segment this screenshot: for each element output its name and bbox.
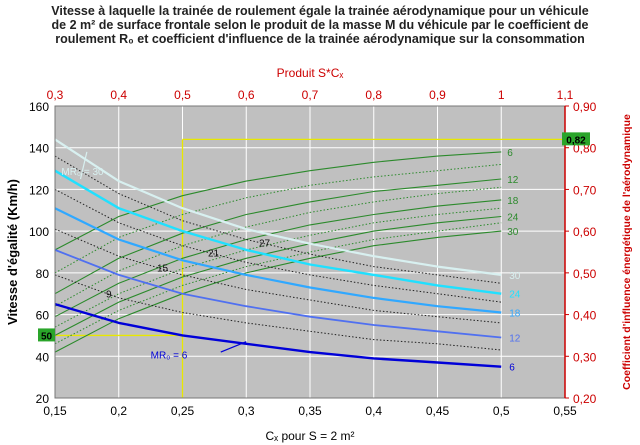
- influence-line-12: [54, 178, 502, 295]
- influence-dotted-line: [54, 186, 502, 307]
- callout-top-label: MR₀ = 30: [61, 167, 104, 178]
- top-tick-label: 0,8: [365, 88, 382, 102]
- speed-line-6: [54, 302, 502, 368]
- speed-label-12: 12: [509, 334, 521, 345]
- y-tick-label: 160: [29, 100, 49, 114]
- chart-title-line-1: Vitesse à laquelle la trainée de rouleme…: [51, 4, 589, 18]
- top-tick-label: 0,4: [110, 88, 127, 102]
- speed-label-30: 30: [509, 271, 521, 282]
- speed-label-24: 24: [509, 290, 521, 301]
- y2-tick-label: 0,50: [573, 267, 597, 281]
- top-axis-title: Produit S*Cₓ: [277, 66, 344, 80]
- y-tick-label: 80: [36, 267, 50, 281]
- y2-tick-label: 0,40: [573, 309, 597, 323]
- y-tick-label: 100: [29, 225, 49, 239]
- y2-axis-title: Coefficient d'influence énergétique de l…: [621, 114, 633, 390]
- speed-dotted-label-9: 9: [106, 289, 112, 300]
- speed-badge-bg: [38, 328, 55, 342]
- callout-bottom-label: MR₀ = 6: [151, 350, 188, 361]
- top-tick-label: 1,1: [557, 88, 574, 102]
- x-tick-label: 0,5: [493, 404, 510, 418]
- influence-dotted-line: [54, 163, 502, 274]
- y-tick-label: 140: [29, 142, 49, 156]
- influence-label-24: 24: [507, 213, 519, 224]
- speed-line-30: [54, 138, 502, 276]
- y2-tick-label: 0,60: [573, 225, 597, 239]
- speed-dotted-label-27: 27: [259, 238, 271, 249]
- influence-line-30: [54, 230, 502, 353]
- y-tick-label: 40: [36, 350, 50, 364]
- y-axis-title: Vitesse d'égalité (Km/h): [5, 179, 20, 325]
- influence-label-6: 6: [507, 148, 513, 159]
- y-tick-label: 20: [36, 392, 50, 406]
- influence-badge-label: 0,82: [566, 135, 586, 146]
- speed-dotted-label-21: 21: [208, 248, 220, 259]
- speed-line-12: [54, 249, 502, 339]
- x-axis-title: Cₓ pour S = 2 m²: [266, 429, 355, 443]
- y-tick-label: 60: [36, 309, 50, 323]
- y2-tick-label: 0,20: [573, 392, 597, 406]
- speed-dotted-label-15: 15: [157, 263, 169, 274]
- callout-top-leader: [79, 151, 88, 180]
- top-tick-label: 0,9: [429, 88, 446, 102]
- x-tick-label: 0,3: [238, 404, 255, 418]
- top-tick-label: 0,7: [302, 88, 319, 102]
- top-tick-label: 0,3: [47, 88, 64, 102]
- chart-title: Vitesse à laquelle la trainée de rouleme…: [30, 4, 610, 46]
- x-tick-label: 0,45: [426, 404, 450, 418]
- x-tick-label: 0,2: [110, 404, 127, 418]
- speed-dotted-line-21: [54, 188, 502, 303]
- speed-dotted-line-27: [54, 155, 502, 284]
- chart-title-line-3: roulement R₀ et coefficient d'influence …: [55, 32, 585, 46]
- influence-label-12: 12: [507, 175, 519, 186]
- y2-tick-label: 0,70: [573, 183, 597, 197]
- y-tick-label: 120: [29, 183, 49, 197]
- speed-label-6: 6: [509, 363, 515, 374]
- speed-badge-label: 50: [41, 331, 53, 342]
- influence-label-18: 18: [507, 196, 519, 207]
- influence-line-24: [54, 215, 502, 336]
- influence-line-18: [54, 199, 502, 318]
- influence-label-30: 30: [507, 227, 519, 238]
- x-tick-label: 0,25: [171, 404, 195, 418]
- x-tick-label: 0,4: [365, 404, 382, 418]
- top-tick-label: 0,5: [174, 88, 191, 102]
- speed-line-24: [54, 169, 502, 295]
- speed-line-18: [54, 207, 502, 314]
- callout-bottom-leader: [220, 341, 247, 353]
- speed-label-18: 18: [509, 308, 521, 319]
- x-tick-label: 0,35: [298, 404, 322, 418]
- chart-title-line-2: de 2 m² de surface frontale selon le pro…: [51, 18, 589, 32]
- y2-tick-label: 0,30: [573, 350, 597, 364]
- influence-badge-bg: [562, 132, 590, 146]
- top-tick-label: 0,6: [238, 88, 255, 102]
- top-tick-label: 1: [498, 88, 505, 102]
- x-tick-label: 0,15: [43, 404, 67, 418]
- x-tick-label: 0,55: [553, 404, 577, 418]
- y2-tick-label: 0,90: [573, 100, 597, 114]
